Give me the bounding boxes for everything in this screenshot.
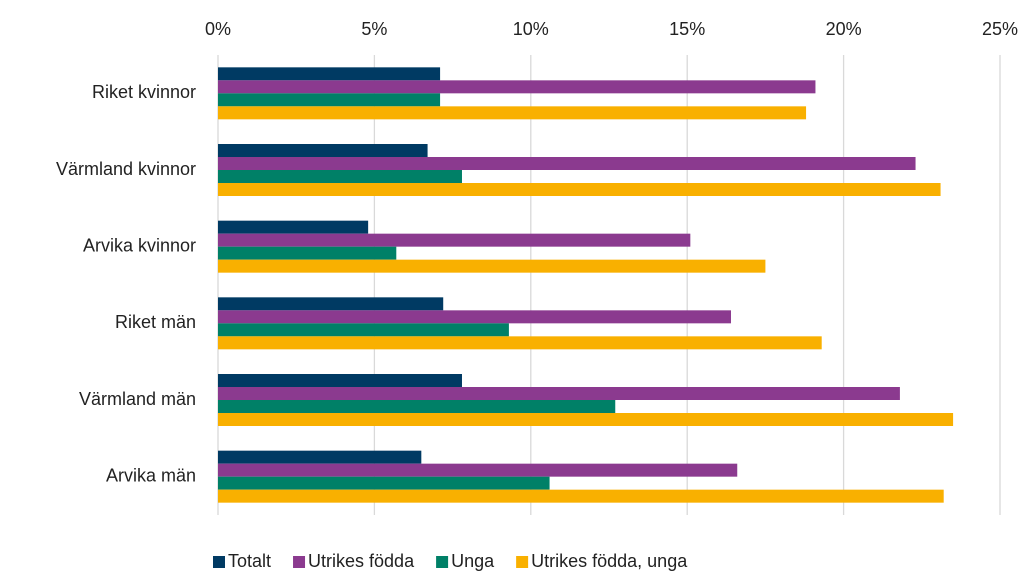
legend-swatch [516, 556, 529, 568]
legend-swatch [213, 556, 225, 568]
y-tick-label: Arvika kvinnor [83, 235, 196, 255]
bar [218, 80, 816, 94]
bar [218, 450, 422, 464]
bar [218, 387, 900, 400]
bar [218, 374, 462, 387]
y-tick-label: Riket kvinnor [92, 82, 196, 102]
x-tick-label: 5% [361, 19, 387, 39]
x-tick-label: 25% [982, 19, 1018, 39]
y-tick-label: Riket män [115, 312, 196, 332]
x-tick-label: 15% [669, 19, 705, 39]
bar [218, 106, 807, 120]
legend-label: Unga [451, 551, 495, 571]
legend-label: Utrikes födda [308, 551, 415, 571]
bar [218, 476, 550, 490]
legend-label: Totalt [228, 551, 271, 571]
bar [218, 220, 369, 234]
x-tick-label: 20% [826, 19, 862, 39]
bar [218, 233, 691, 247]
bar [218, 463, 738, 477]
x-tick-label: 0% [205, 19, 231, 39]
bar [218, 93, 441, 107]
bar [218, 400, 616, 413]
bar [218, 246, 397, 260]
bar [218, 157, 916, 170]
bar [218, 489, 944, 503]
bar [218, 183, 941, 196]
y-tick-label: Värmland kvinnor [56, 159, 196, 179]
bar [218, 413, 954, 426]
bar [218, 323, 509, 337]
bar [218, 144, 428, 157]
bar [218, 67, 441, 81]
legend-swatch [293, 556, 306, 568]
y-tick-label: Värmland män [79, 389, 196, 409]
bar [218, 336, 822, 350]
y-tick-label: Arvika män [106, 465, 196, 485]
legend-swatch [436, 556, 449, 568]
bar [218, 259, 766, 273]
bar [218, 310, 731, 324]
bar [218, 170, 462, 183]
legend-label: Utrikes födda, unga [531, 551, 688, 571]
x-tick-label: 10% [513, 19, 549, 39]
bar [218, 297, 444, 311]
